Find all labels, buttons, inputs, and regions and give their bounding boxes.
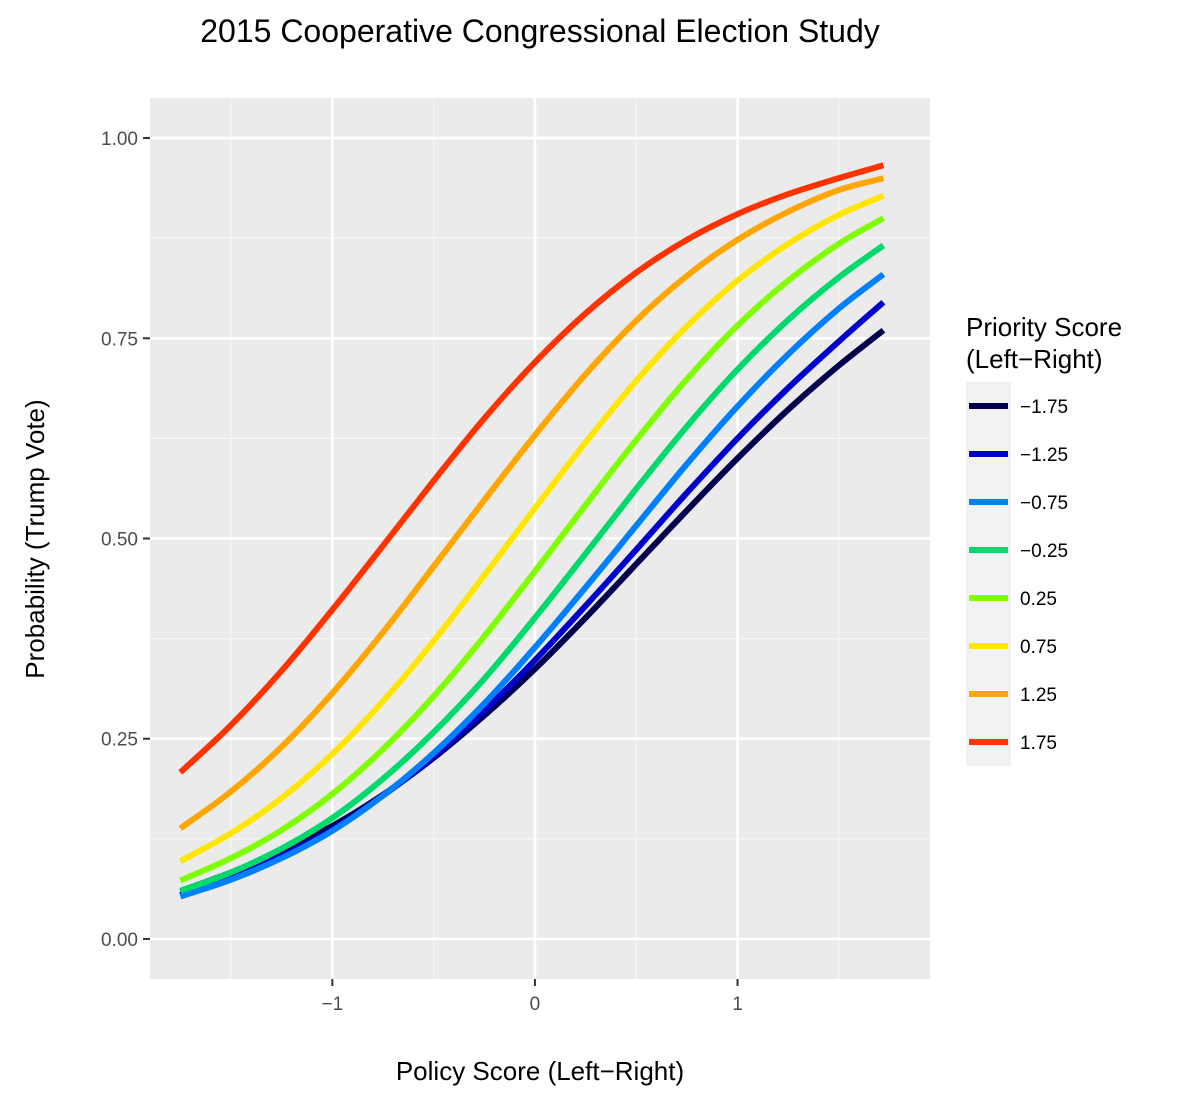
y-tick-label: 0.50 (101, 530, 138, 551)
legend-label: −1.25 (1020, 445, 1068, 466)
legend-items: −1.75 −1.25 −0.75 −0.25 0.25 0.75 1.25 1.75 (966, 382, 1068, 766)
series-line-3 (179, 242, 886, 894)
x-tick-label: 1 (732, 994, 743, 1015)
y-axis-title: Probability (Trump Vote) (20, 399, 50, 678)
legend-item: −0.25 (966, 526, 1068, 574)
legend: Priority Score (Left−Right) −1.75 −1.25 −0… (966, 312, 1122, 766)
y-tick-label: 0.25 (101, 730, 138, 751)
legend-label: −0.75 (1020, 493, 1068, 514)
legend-label: 0.75 (1020, 637, 1057, 658)
legend-label: 0.25 (1020, 589, 1057, 610)
legend-item: −1.25 (966, 430, 1068, 478)
legend-item: −1.75 (966, 382, 1068, 430)
legend-item: −0.75 (966, 478, 1068, 526)
legend-item: 0.25 (966, 574, 1057, 622)
series-line-2 (179, 271, 886, 900)
series-line-0 (179, 327, 886, 894)
x-tick-label: 0 (530, 994, 541, 1015)
legend-item: 1.75 (966, 718, 1057, 766)
y-tick-label: 0.00 (101, 930, 138, 951)
legend-label: −0.25 (1020, 541, 1068, 562)
legend-label: −1.75 (1020, 397, 1068, 418)
legend-title-line-2: (Left−Right) (966, 344, 1103, 374)
y-tick-label: 1.00 (101, 129, 138, 150)
series-line-6 (178, 175, 885, 831)
y-axis: 0.00 0.25 0.50 0.75 1.00 (101, 129, 150, 951)
major-gridlines (150, 98, 930, 979)
legend-label: 1.75 (1020, 733, 1057, 754)
series-line-7 (178, 162, 885, 775)
legend-label: 1.25 (1020, 685, 1057, 706)
x-axis: −1 0 1 (322, 979, 743, 1015)
legend-title-line-1: Priority Score (966, 312, 1122, 342)
legend-item: 1.25 (966, 670, 1057, 718)
y-tick-label: 0.75 (101, 329, 138, 350)
x-axis-title: Policy Score (Left−Right) (396, 1056, 684, 1086)
series-line-4 (179, 215, 885, 884)
series-line-5 (178, 192, 885, 864)
chart-title: 2015 Cooperative Congressional Election … (200, 13, 880, 49)
x-tick-label: −1 (322, 994, 344, 1015)
legend-item: 0.75 (966, 622, 1057, 670)
series-lines (178, 162, 886, 900)
